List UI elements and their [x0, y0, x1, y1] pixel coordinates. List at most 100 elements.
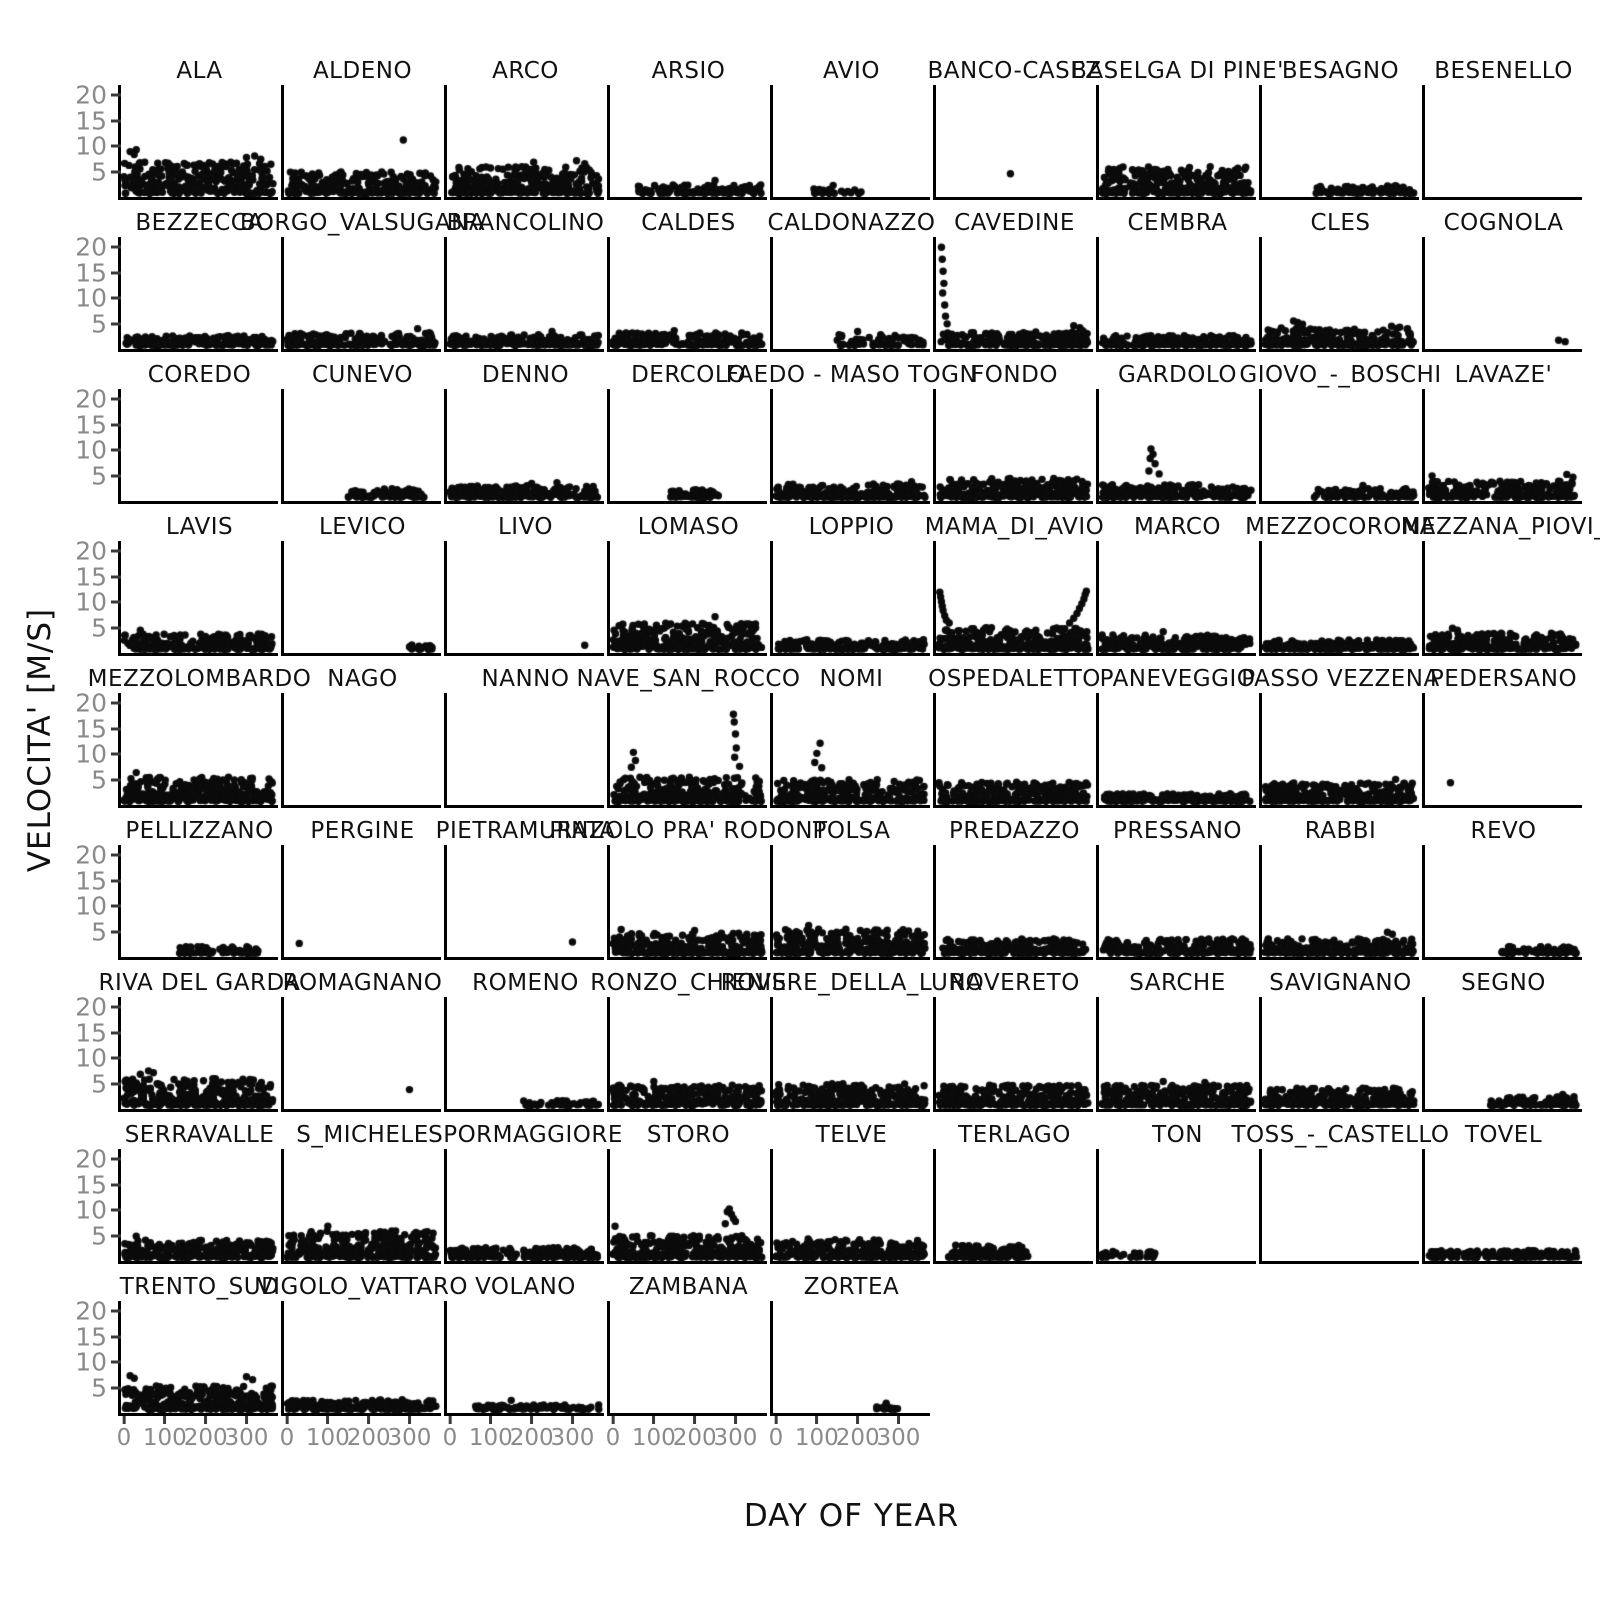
y-tick-label: 5: [91, 613, 107, 643]
plot-area: [770, 237, 930, 352]
panel-title-wrap: SEGNO: [1422, 964, 1585, 997]
y-tick-label: 15: [75, 410, 107, 440]
scatter-canvas: [447, 85, 604, 197]
scatter-canvas: [1425, 541, 1582, 653]
x-tick: 100: [469, 1416, 513, 1451]
panel-title: ROMAGNANO: [282, 970, 443, 996]
panel-title-wrap: ARSIO: [607, 52, 770, 85]
plot-area: [607, 541, 767, 656]
y-tick-mark: [111, 1335, 121, 1339]
scatter-canvas: [936, 541, 1093, 653]
panel-title: ROVERETO: [949, 970, 1080, 996]
panel-title-wrap: FAEDO - MASO TOGN: [726, 356, 977, 389]
subplot-segno: SEGNO: [1422, 964, 1585, 1116]
plot-area: [1259, 1149, 1419, 1264]
y-tick: 10: [75, 134, 121, 159]
subplot-pressano: PRESSANO: [1096, 812, 1259, 964]
y-tick-mark: [111, 423, 121, 427]
panel-title-wrap: MEZZOCORONA: [1245, 508, 1435, 541]
y-tick-label: 15: [75, 106, 107, 136]
subplot-pietramurata: PIETRAMURATA: [436, 812, 615, 964]
scatter-canvas: [1099, 845, 1256, 957]
x-tick-mark: [896, 1416, 900, 1424]
subplot-toss-castello: TOSS_-_CASTELLO: [1231, 1116, 1449, 1268]
scatter-canvas: [284, 1149, 441, 1261]
panel-title-wrap: SARCHE: [1096, 964, 1259, 997]
y-tick: 20: [75, 539, 121, 564]
y-tick: 10: [75, 590, 121, 615]
x-tick-label: 300: [876, 1425, 921, 1451]
plot-area: [281, 85, 441, 200]
x-tick-label: 300: [224, 1425, 269, 1451]
subplot-aldeno: ALDENO: [281, 52, 444, 204]
panel-title: SARCHE: [1129, 970, 1226, 996]
x-tick-label: 100: [631, 1425, 676, 1451]
panel-title-wrap: DENNO: [444, 356, 607, 389]
subplot-caldes: CALDES: [607, 204, 770, 356]
panel-title: AVIO: [823, 58, 880, 84]
panel-title: GIOVO_-_BOSCHI: [1239, 362, 1442, 388]
panel-title: ROMENO: [472, 970, 579, 996]
scatter-canvas: [447, 237, 604, 349]
panel-title: NANNO: [481, 666, 570, 692]
panel-title: PEDERSANO: [1429, 666, 1578, 692]
subplot-nomi: NOMI: [770, 660, 933, 812]
y-tick: 5: [91, 919, 121, 944]
plot-area: [607, 389, 767, 504]
panel-title: COREDO: [147, 362, 252, 388]
panel-title-wrap: CUNEVO: [281, 356, 444, 389]
panel-title: TON: [1152, 1122, 1203, 1148]
panel-title: PANEVEGGIO: [1099, 666, 1256, 692]
panel-title-wrap: PINZOLO PRA' RODONT: [549, 812, 827, 845]
panel-title: NAVE_SAN_ROCCO: [576, 666, 801, 692]
panel-title-wrap: OSPEDALETTO: [928, 660, 1100, 693]
panel-title-wrap: POLSA: [770, 812, 933, 845]
panel-title-wrap: COREDO: [118, 356, 281, 389]
plot-area: 20 15 10 5: [75, 843, 278, 960]
y-tick-label: 5: [91, 157, 107, 187]
plot-area: 0 100 200 300: [280, 1301, 441, 1451]
plot-area: [444, 693, 604, 808]
plot-area: [933, 541, 1093, 656]
scatter-canvas: [610, 1301, 767, 1413]
y-tick-mark: [111, 1208, 121, 1212]
y-tick: 5: [91, 463, 121, 488]
subplot-coredo: COREDO 20 15 10 5: [75, 356, 281, 508]
panel-title-wrap: ROMENO: [444, 964, 607, 997]
panel-title-wrap: ALA: [118, 52, 281, 85]
panel-title: PELLIZZANO: [125, 818, 274, 844]
subplot-bezzecca: BEZZECCA 20 15 10 5: [75, 204, 281, 356]
x-tick-label: 100: [468, 1425, 513, 1451]
subplot-mezzolombardo: MEZZOLOMBARDO 20 15 10 5: [75, 660, 311, 812]
x-tick-label: 300: [713, 1425, 758, 1451]
y-tick-label: 15: [75, 1322, 107, 1352]
subplot-levico: LEVICO: [281, 508, 444, 660]
panel-title: MEZZOCORONA: [1245, 514, 1436, 540]
subplot-besagno: BESAGNO: [1259, 52, 1422, 204]
scatter-canvas: [1425, 237, 1582, 349]
scatter-canvas: [773, 237, 930, 349]
subplot-sarche: SARCHE: [1096, 964, 1259, 1116]
plot-area: [1422, 389, 1582, 504]
x-tick-mark: [856, 1416, 860, 1424]
scatter-canvas: [1425, 845, 1582, 957]
plot-area: [933, 1149, 1093, 1264]
panel-title: CEMBRA: [1127, 210, 1228, 236]
panel-title: BEZZECCA: [135, 210, 264, 236]
subplot-baselga-di-pine-: BASELGA DI PINE': [1071, 52, 1283, 204]
panel-title: CALDONAZZO: [767, 210, 936, 236]
plot-area: [1096, 845, 1256, 960]
panel-title: RABBI: [1304, 818, 1377, 844]
scatter-canvas: [1262, 1149, 1419, 1261]
panel-title-wrap: BRANCOLINO: [444, 204, 607, 237]
y-tick-mark: [111, 778, 121, 782]
y-tick-label: 10: [75, 1043, 107, 1073]
plot-area: [770, 997, 930, 1112]
x-tick-mark: [163, 1416, 167, 1424]
subplot-pellizzano: PELLIZZANO 20 15 10 5: [75, 812, 281, 964]
panel-title: LOMASO: [637, 514, 740, 540]
y-tick: 5: [91, 159, 121, 184]
panel-title: FONDO: [971, 362, 1058, 388]
panel-title-wrap: CLES: [1259, 204, 1422, 237]
x-tick-label: 200: [346, 1425, 391, 1451]
